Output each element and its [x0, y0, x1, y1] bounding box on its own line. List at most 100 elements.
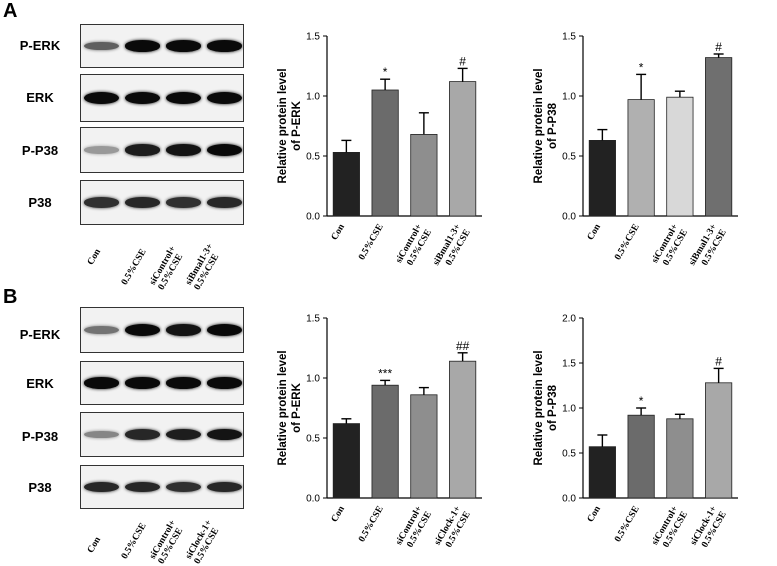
blot-band — [125, 197, 160, 208]
bar — [449, 81, 477, 217]
bar — [705, 382, 733, 499]
significance-marker: # — [715, 354, 722, 368]
bar — [410, 134, 438, 217]
y-axis-label-line: of P-ERK — [291, 382, 303, 433]
y-tick-label: 1.5 — [306, 314, 320, 325]
y-axis-label: Relative protein level of P-ERK — [277, 350, 303, 465]
blot-label: ERK — [26, 376, 54, 391]
significance-marker: * — [639, 60, 644, 74]
x-tick-label: siBmal1-3+0.5%CSE — [688, 223, 729, 273]
x-tick-label-line: 0.5%CSE — [613, 223, 642, 263]
blot-band — [125, 429, 160, 440]
y-tick-label: 0.5 — [306, 152, 320, 163]
panel-letter-b: B — [3, 286, 18, 308]
x-tick-label: siControl+0.5%CSE — [394, 505, 434, 553]
x-tick-label: siControl+0.5%CSE — [394, 223, 434, 271]
lane-label: 0.5%CSE — [120, 521, 149, 561]
x-tick-label: siClock-1+0.5%CSE — [689, 505, 729, 553]
blot-band — [207, 91, 242, 105]
y-tick-label: 0.5 — [306, 434, 320, 445]
bar — [371, 384, 399, 499]
lane-label: Con — [86, 535, 104, 555]
bar — [332, 423, 360, 499]
bar — [449, 360, 477, 499]
x-tick-label: 0.5%CSE — [357, 505, 386, 545]
blot-band — [166, 91, 201, 105]
significance-marker: # — [459, 54, 466, 68]
blot-band — [207, 40, 242, 52]
blot-band — [166, 197, 201, 208]
bar-chart-a-p-erk: Relative protein level of P-ERK 0.0 0.5 1.0 1… — [277, 32, 482, 273]
blot-strip — [80, 180, 244, 225]
blot-label: P-ERK — [19, 38, 61, 53]
x-tick-label: siControl+0.5%CSE — [650, 223, 690, 271]
blot-band — [84, 325, 119, 335]
bar-chart-b-p-p38: Relative protein level of P-P38 0.0 0.5 1.0 1… — [533, 314, 738, 553]
blot-band — [125, 481, 160, 493]
bar — [588, 446, 616, 499]
x-tick-label: siClock-1+0.5%CSE — [433, 505, 473, 553]
significance-marker: *** — [378, 366, 392, 380]
bar — [666, 96, 694, 217]
y-axis-label-line: Relative protein level — [277, 68, 289, 183]
significance-marker: * — [383, 65, 388, 79]
blot-band — [207, 144, 242, 156]
blot-band — [84, 91, 119, 105]
y-axis-label-line: Relative protein level — [277, 350, 289, 465]
x-tick-label: siBmal1-3+0.5%CSE — [432, 223, 473, 273]
blot-strip — [80, 24, 244, 68]
y-tick-label: 1.0 — [306, 374, 320, 385]
y-axis-label: Relative protein level of P-ERK — [277, 68, 303, 183]
panel-letter-a: A — [3, 0, 18, 22]
x-tick-label: 0.5%CSE — [357, 223, 386, 263]
blot-band — [84, 146, 119, 154]
blot-strip — [80, 412, 244, 457]
bar — [588, 140, 616, 217]
bar — [410, 394, 438, 499]
x-tick-label: 0.5%CSE — [613, 223, 642, 263]
blot-band — [125, 91, 160, 105]
y-axis-label-line: of P-ERK — [291, 100, 303, 151]
x-tick-label: Con — [330, 504, 347, 524]
blot-strip — [80, 74, 244, 122]
blot-strip — [80, 361, 244, 405]
blot-band — [125, 144, 160, 156]
bar-chart-b-p-erk: Relative protein level of P-ERK 0.0 0.5 1.0 1… — [277, 314, 482, 553]
x-tick-label: 0.5%CSE — [613, 505, 642, 545]
bar-chart-a-p-p38: Relative protein level of P-P38 0.0 0.5 1.0 1… — [533, 32, 738, 273]
y-tick-label: 1.5 — [306, 32, 320, 43]
blot-band — [166, 324, 201, 336]
bar — [627, 414, 655, 499]
y-tick-label: 1.0 — [562, 92, 576, 103]
blot-strip — [80, 307, 244, 353]
x-tick-label-line: Con — [586, 222, 603, 242]
blot-label: P-ERK — [19, 327, 61, 342]
x-tick-label: siControl+0.5%CSE — [650, 505, 690, 553]
blot-label: ERK — [26, 90, 54, 105]
y-axis-label-line: Relative protein level — [533, 350, 545, 465]
blot-band — [166, 377, 201, 389]
y-tick-label: 0.0 — [562, 212, 576, 223]
lane-label: 0.5%CSE — [120, 247, 149, 287]
lane-label: Con — [86, 247, 104, 267]
blot-band — [166, 482, 201, 492]
blot-band — [84, 377, 119, 389]
blot-strip — [80, 465, 244, 509]
blot-label: P38 — [28, 195, 52, 210]
y-axis-label: Relative protein level of P-P38 — [533, 68, 559, 183]
y-tick-label: 1.0 — [562, 404, 576, 415]
lane-label: siControl+ 0.5%CSE — [148, 244, 186, 292]
y-axis-label-line: of P-P38 — [547, 102, 559, 149]
bar — [332, 152, 360, 217]
blot-band — [166, 40, 201, 52]
blot-band — [207, 481, 242, 493]
blot-band — [166, 429, 201, 440]
x-tick-label: Con — [330, 222, 347, 242]
bar — [371, 89, 399, 217]
y-tick-label: 0.0 — [306, 212, 320, 223]
x-tick-label-line: 0.5%CSE — [357, 223, 386, 263]
blot-band — [125, 377, 160, 389]
bar — [705, 57, 733, 217]
bar — [666, 418, 694, 499]
y-axis-label-line: Relative protein level — [533, 68, 545, 183]
